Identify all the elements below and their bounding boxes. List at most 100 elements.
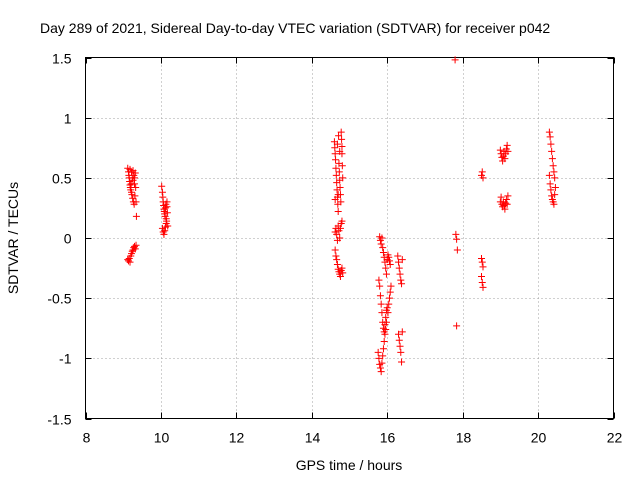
data-point [338,135,346,143]
data-point [479,263,487,271]
data-point [131,174,139,182]
data-point [375,276,383,284]
data-point [339,269,347,277]
x-tick-label: 10 [154,430,170,446]
data-point [478,273,485,281]
data-point [337,198,345,206]
plot-frame [85,57,614,419]
data-point [377,300,385,308]
data-point [398,280,406,288]
data-point [547,140,555,148]
data-point [160,230,168,238]
data-point [478,254,485,262]
chart-title: Day 289 of 2021, Sidereal Day-to-day VTE… [40,20,550,36]
data-point [496,146,504,154]
data-point [378,234,386,242]
data-point [479,283,487,291]
data-point [502,199,510,207]
data-point [132,183,140,191]
data-point [336,273,344,281]
data-point [382,264,390,272]
data-point [551,183,559,191]
data-point [551,191,559,199]
data-point [381,330,389,338]
x-tick-label: 14 [305,430,321,446]
data-point [334,208,342,216]
data-point [335,168,343,176]
data-point [503,141,511,149]
data-point [478,168,486,176]
data-point [547,186,555,194]
data-point [338,217,346,225]
data-point [383,304,391,312]
data-point [385,257,393,265]
data-point [376,282,384,290]
data-point [550,168,558,176]
data-point [498,153,506,161]
data-point [332,164,340,172]
grid [85,57,614,419]
data-point [128,168,136,176]
x-tick-label: 8 [83,430,91,446]
data-point [378,309,386,317]
data-point [382,313,390,321]
y-tick-label: -1.5 [47,412,71,428]
data-point [132,198,140,206]
data-point [382,318,390,326]
data-point [377,240,385,248]
data-point [395,330,403,338]
data-point [382,270,390,278]
data-point [129,167,137,175]
data-point [131,245,139,253]
data-point [131,192,139,200]
data-point [128,191,136,199]
y-tick-label: -1 [59,351,72,367]
data-point [453,246,461,254]
data-point [549,162,557,170]
data-point [385,300,393,308]
x-tick-label: 20 [531,430,547,446]
data-point [503,200,511,208]
data-point [396,342,404,350]
data-point [331,144,339,152]
data-point [397,276,405,284]
data-point [386,260,394,268]
data-point [504,192,512,200]
data-point [131,180,139,188]
y-tick-label: 1 [64,111,72,127]
data-point [453,322,461,330]
data-point [398,256,406,264]
data-point [331,246,339,254]
data-point [396,270,404,278]
data-point [332,252,340,260]
data-point [378,359,386,367]
data-point [478,258,486,266]
data-point [338,264,346,272]
data-point [333,260,341,268]
data-point [333,230,341,238]
data-point [376,364,384,372]
data-point [336,224,344,232]
data-point [545,171,553,179]
data-point [132,212,140,220]
data-point [384,309,392,317]
data-point [385,294,393,302]
data-point [331,195,339,203]
data-point [453,235,461,243]
data-point [550,200,558,208]
data-point [379,345,387,353]
data-point [132,241,140,249]
data-point [546,180,554,188]
data-point [501,205,509,213]
data-points [124,56,559,376]
x-axis-label: GPS time / hours [296,457,403,473]
data-point [162,220,170,228]
data-point [333,256,341,264]
x-tick-label: 22 [607,430,623,446]
data-point [376,292,384,300]
data-point [338,162,346,170]
data-point [398,358,406,366]
data-point [501,155,509,163]
y-tick-label: 1.5 [52,51,72,67]
